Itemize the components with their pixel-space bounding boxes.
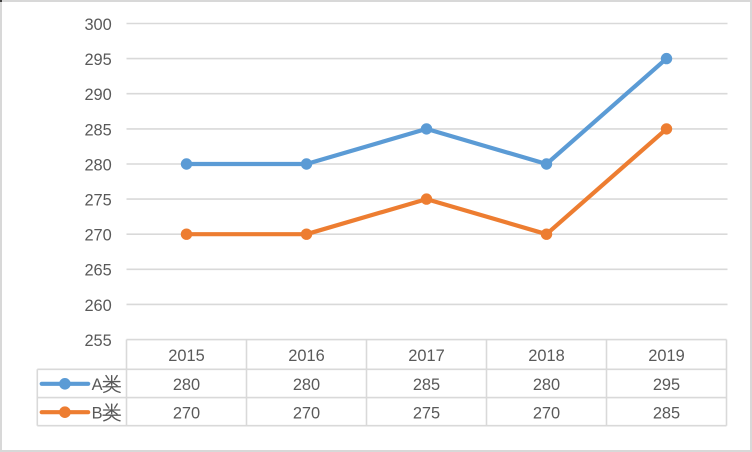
svg-text:295: 295 (653, 376, 680, 394)
svg-text:280: 280 (293, 376, 320, 394)
svg-text:270: 270 (84, 227, 111, 245)
svg-text:265: 265 (84, 262, 111, 280)
svg-text:295: 295 (84, 51, 111, 69)
svg-text:A: A (92, 376, 103, 394)
svg-text:275: 275 (413, 404, 440, 422)
svg-text:280: 280 (173, 376, 200, 394)
svg-text:270: 270 (173, 404, 200, 422)
svg-text:2015: 2015 (168, 347, 204, 365)
svg-text:280: 280 (84, 156, 111, 174)
svg-text:2017: 2017 (408, 347, 444, 365)
svg-text:290: 290 (84, 86, 111, 104)
svg-text:2016: 2016 (288, 347, 324, 365)
svg-text:285: 285 (413, 376, 440, 394)
svg-text:285: 285 (653, 404, 680, 422)
svg-text:255: 255 (84, 332, 111, 350)
svg-text:275: 275 (84, 192, 111, 210)
svg-text:B: B (92, 405, 103, 423)
svg-text:270: 270 (533, 404, 560, 422)
svg-text:2019: 2019 (648, 347, 684, 365)
svg-text:280: 280 (533, 376, 560, 394)
svg-text:285: 285 (84, 121, 111, 139)
svg-text:260: 260 (84, 297, 111, 315)
svg-text:300: 300 (84, 16, 111, 34)
svg-text:270: 270 (293, 404, 320, 422)
svg-text:2018: 2018 (528, 347, 564, 365)
